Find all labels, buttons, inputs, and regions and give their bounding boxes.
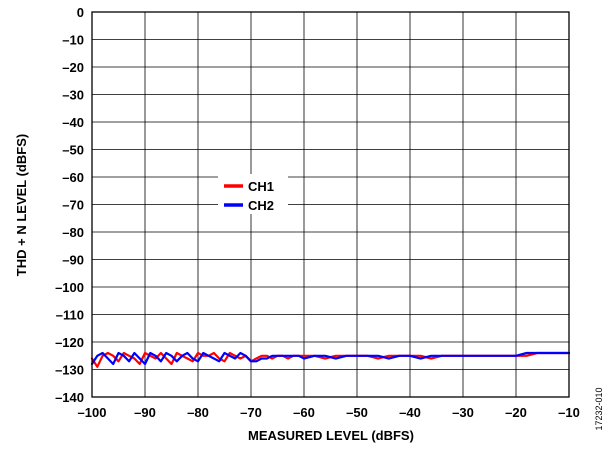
x-tick-label: –50: [346, 405, 368, 420]
x-tick-label: –90: [134, 405, 156, 420]
y-tick-label: 0: [77, 5, 84, 20]
y-tick-labels: 0 –10 –20 –30 –40 –50 –60 –70 –80 –90 –100 –110 –120…: [55, 5, 84, 405]
y-tick-label: –10: [62, 33, 84, 48]
y-tick-label: –140: [55, 390, 84, 405]
x-tick-label: –60: [293, 405, 315, 420]
y-tick-label: –80: [62, 225, 84, 240]
legend-label-ch1: CH1: [248, 179, 274, 194]
y-axis-label: THD + N LEVEL (dBFS): [14, 134, 29, 276]
x-tick-label: –70: [240, 405, 262, 420]
series-line-ch2: [90, 351, 571, 366]
series-lines: [90, 351, 571, 368]
x-tick-label: –100: [78, 405, 107, 420]
figure-id: 17232-010: [594, 387, 604, 430]
x-tick-labels: –100 –90 –80 –70 –60 –50 –40 –30 –20 –10: [78, 405, 580, 420]
y-tick-label: –30: [62, 88, 84, 103]
x-tick-label: –40: [399, 405, 421, 420]
y-tick-label: –50: [62, 143, 84, 158]
x-tick-label: –30: [452, 405, 474, 420]
legend: CH1 CH2: [218, 174, 288, 214]
y-tick-label: –110: [56, 308, 84, 323]
y-tick-label: –20: [62, 60, 84, 75]
y-tick-label: –60: [62, 170, 84, 185]
y-tick-label: –100: [55, 280, 84, 295]
legend-box: [218, 174, 288, 214]
y-tick-label: –90: [62, 253, 84, 268]
y-tick-label: –40: [62, 115, 84, 130]
y-tick-label: –130: [55, 363, 84, 378]
x-tick-label: –20: [505, 405, 527, 420]
y-tick-label: –120: [55, 335, 84, 350]
grid: [91, 11, 570, 398]
x-tick-label: –80: [187, 405, 209, 420]
plot-frame: [91, 11, 570, 398]
legend-label-ch2: CH2: [248, 198, 274, 213]
x-axis-label: MEASURED LEVEL (dBFS): [248, 428, 414, 443]
x-tick-label: –10: [558, 405, 580, 420]
y-tick-label: –70: [62, 198, 84, 213]
